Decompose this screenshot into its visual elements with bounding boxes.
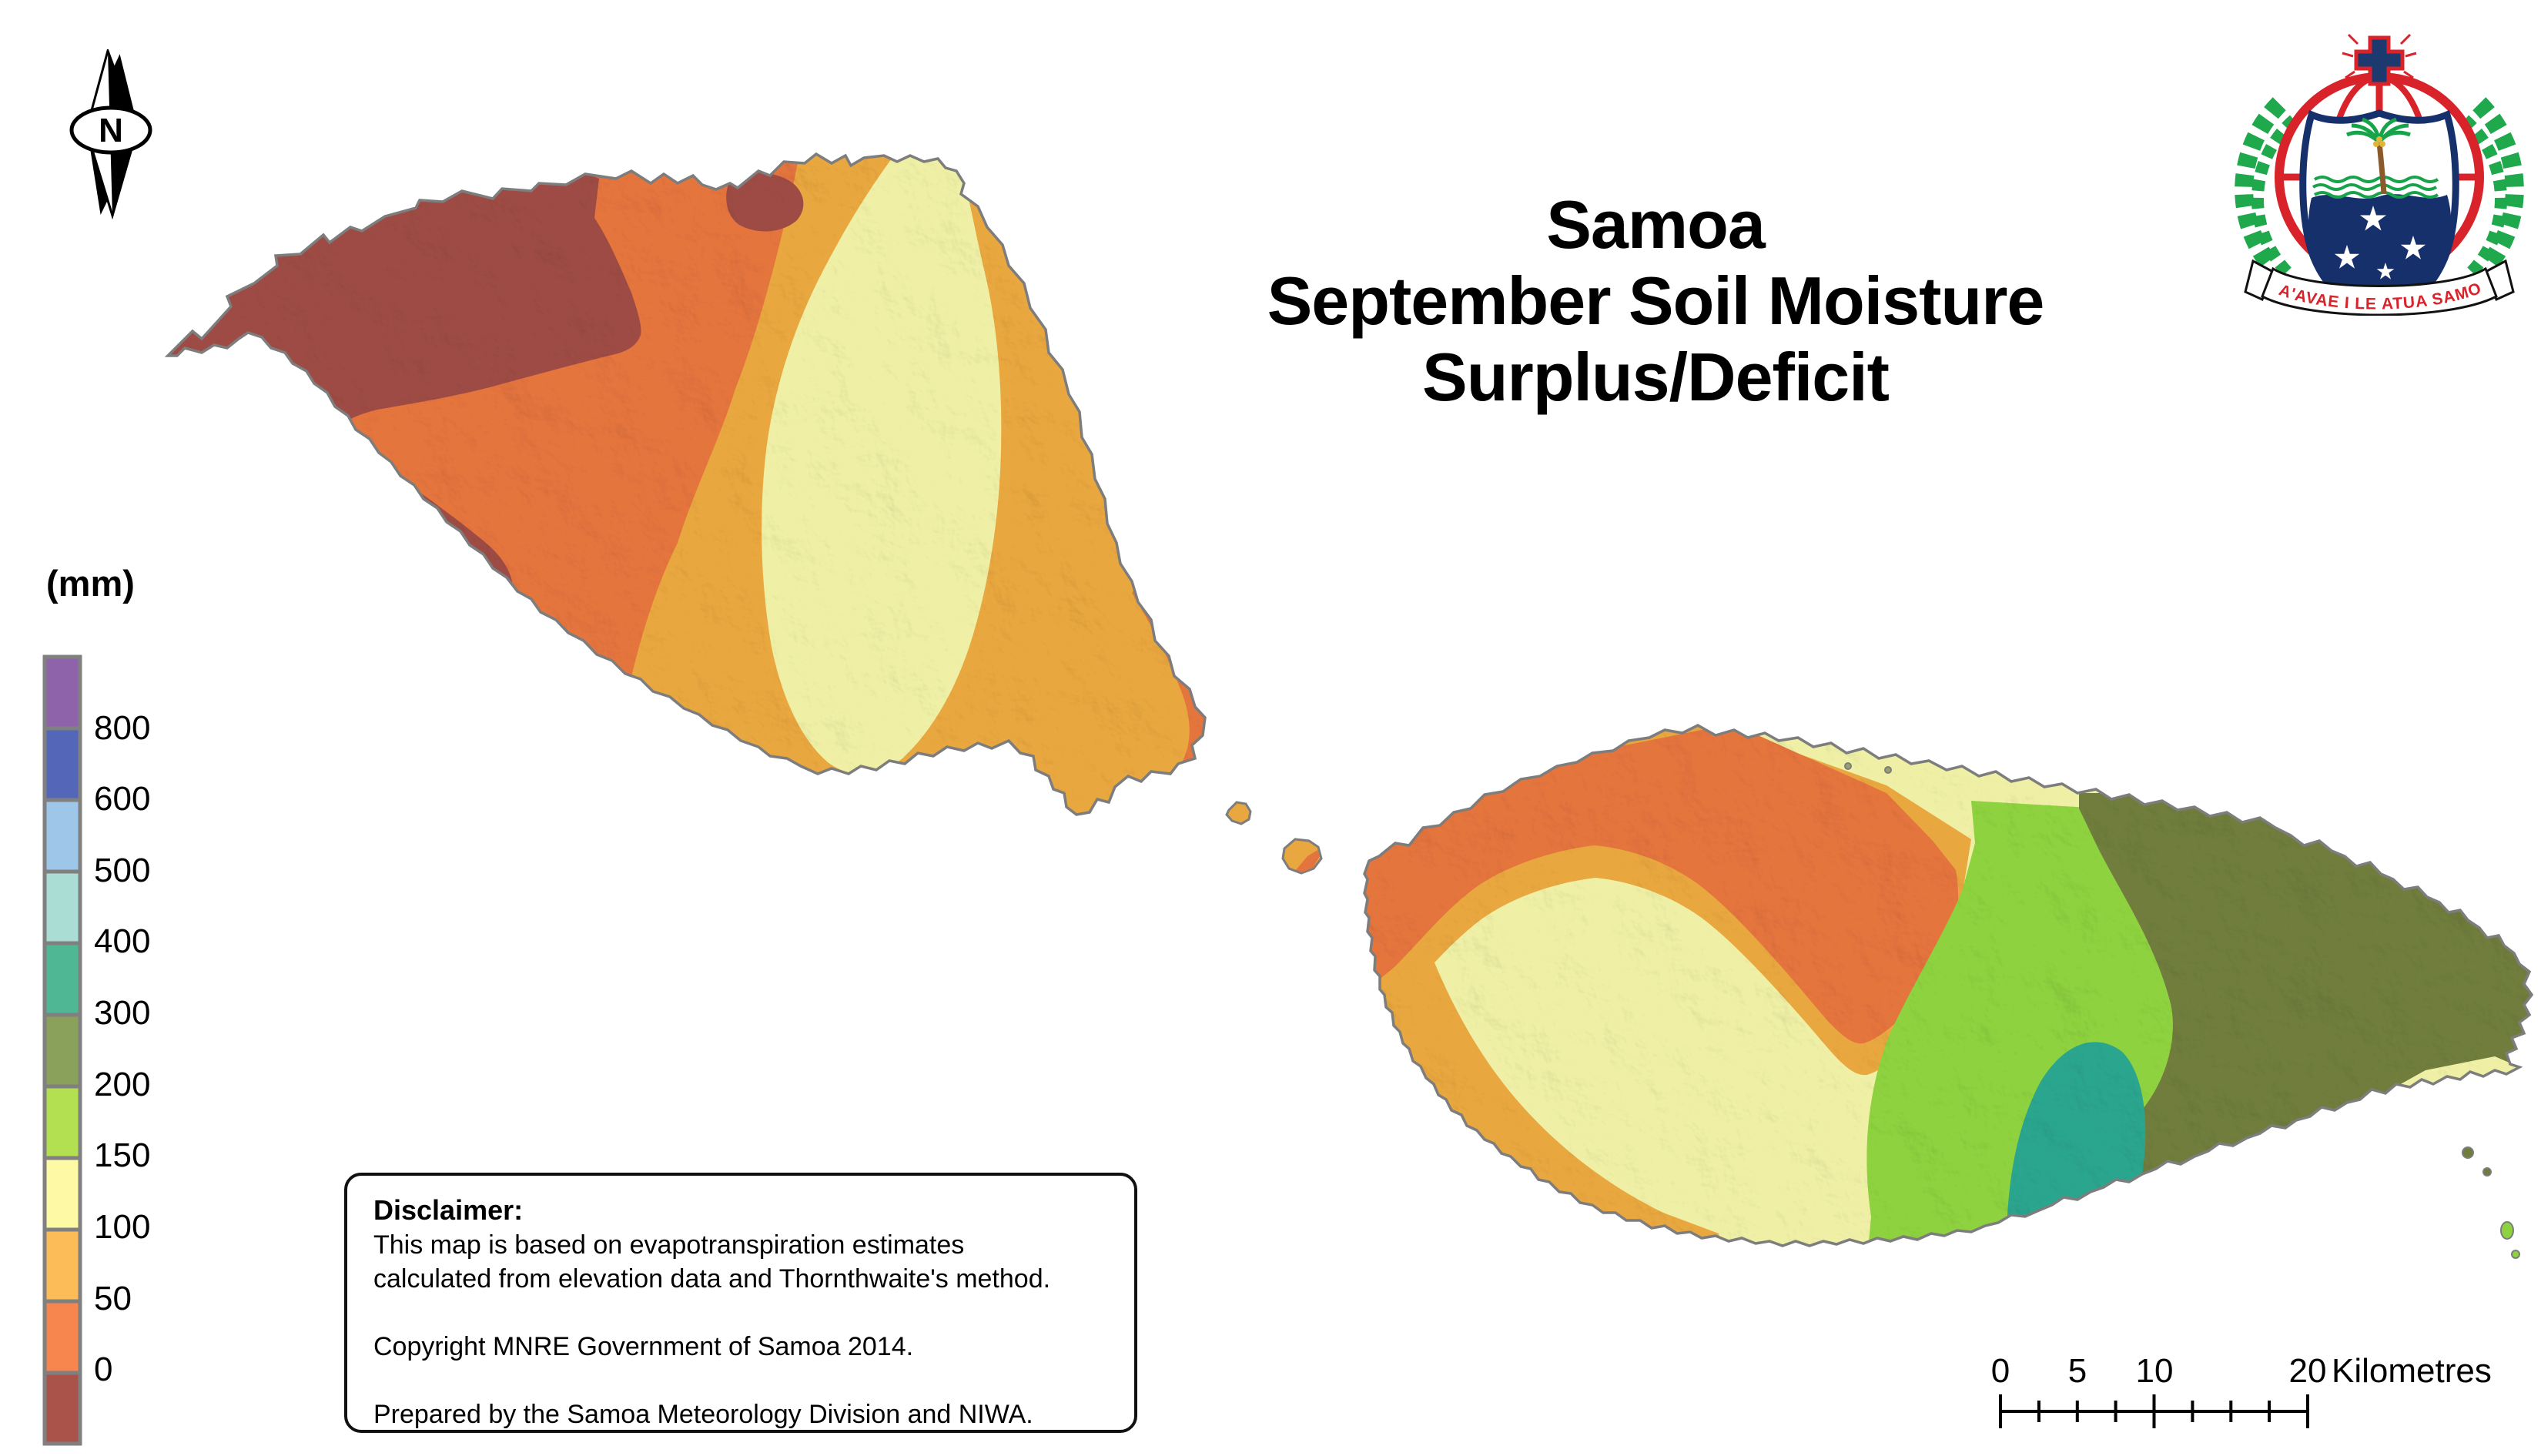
scale-unit-label: Kilometres [2332, 1352, 2492, 1390]
north-arrow-label: N [99, 112, 123, 149]
palm-tree-icon [2346, 117, 2411, 194]
disclaimer-body-line-1: This map is based on evapotranspiration … [373, 1230, 965, 1260]
wreath-icon [2235, 95, 2524, 302]
legend-tick-300: 300 [94, 994, 151, 1032]
scale-bar [1999, 1394, 2309, 1428]
legend-tick-100: 100 [94, 1208, 151, 1246]
samoa-coat-of-arms: FA'AVAE I LE ATUA SAMOA [2233, 27, 2524, 316]
north-arrow-ellipse [69, 105, 152, 155]
legend-tick-0: 0 [94, 1351, 113, 1388]
title-line-1: Samoa [1546, 186, 1766, 263]
scale-label-0: 0 [1990, 1352, 2010, 1390]
north-arrow: N [69, 49, 152, 220]
title-line-3: Surplus/Deficit [1422, 339, 1890, 415]
legend-tick-500: 500 [94, 852, 151, 889]
legend-tick-600: 600 [94, 780, 151, 818]
legend-tick-150: 150 [94, 1136, 151, 1174]
apolima-island [1225, 801, 1252, 825]
scale-label-20: 20 [2288, 1352, 2327, 1390]
savaii-island [168, 154, 1205, 815]
north-coast-islets [1844, 762, 1892, 774]
legend-color-bar [42, 654, 82, 1446]
legend-tick-800: 800 [94, 709, 151, 747]
savaii-zone-100-150 [762, 154, 1002, 775]
legend-tick-200: 200 [94, 1066, 151, 1103]
savaii-zone-deficit-patch [726, 172, 804, 232]
upolu-zone-150-200 [1863, 801, 2173, 1246]
disclaimer-prepared: Prepared by the Samoa Meteorology Divisi… [373, 1400, 1033, 1429]
legend-tick-50: 50 [94, 1280, 132, 1317]
scale-label-5: 5 [2067, 1352, 2087, 1390]
upolu-zone-0-50 [1364, 725, 1959, 1044]
page-title: Samoa September Soil Moisture Surplus/De… [1155, 186, 2156, 415]
legend-tick-400: 400 [94, 922, 151, 960]
scale-label-10: 10 [2135, 1352, 2174, 1390]
legend-unit-label: (mm) [46, 563, 135, 604]
southeast-islets [2462, 1146, 2520, 1259]
upolu-island [1364, 725, 2532, 1246]
manono-island [1281, 838, 1323, 875]
disclaimer-heading: Disclaimer: [373, 1194, 524, 1226]
disclaimer-copyright: Copyright MNRE Government of Samoa 2014. [373, 1332, 914, 1361]
title-line-2: September Soil Moisture [1267, 263, 2045, 339]
disclaimer-body-line-2: calculated from elevation data and Thorn… [373, 1264, 1051, 1294]
cross-icon [2342, 33, 2417, 86]
disclaimer-box: Disclaimer: This map is based on evapotr… [344, 1173, 1137, 1433]
